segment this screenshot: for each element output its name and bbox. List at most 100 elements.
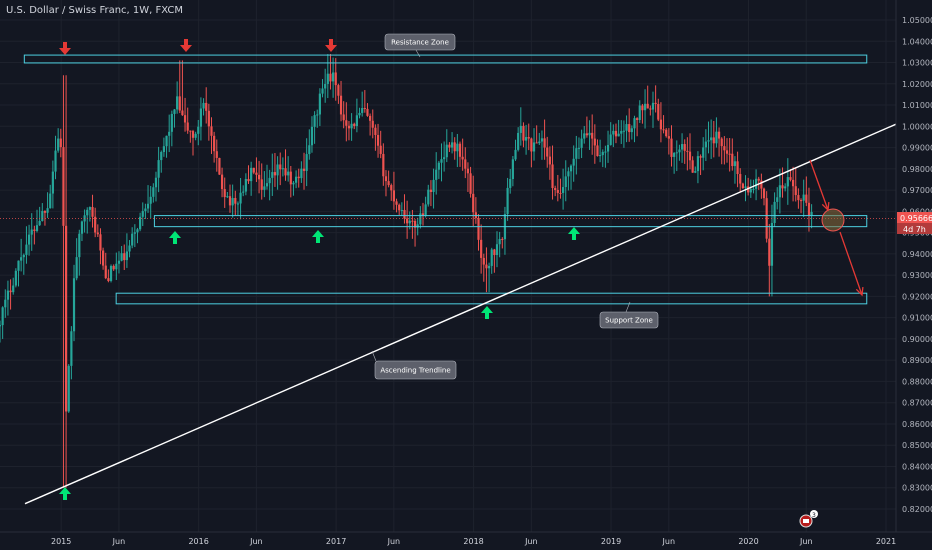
candle-body	[268, 177, 271, 184]
candle-body	[670, 138, 673, 157]
support-touch-arrow	[59, 487, 71, 500]
candle-body	[88, 207, 91, 210]
alert-icon	[803, 519, 809, 523]
candle-body	[601, 151, 604, 156]
candle-body	[802, 194, 805, 201]
candle-body	[30, 229, 33, 235]
time-axis[interactable]: 2015 Jun 2016 Jun 2017 Jun 2018 Jun 2019 Jun 2020 J…	[51, 537, 896, 546]
time-tick-label: Jun	[662, 537, 676, 546]
candle-body	[728, 153, 731, 155]
price-tick-label: 0.86000	[902, 420, 932, 429]
candle-body	[133, 232, 136, 234]
candle-body	[57, 138, 60, 151]
candle-body	[125, 251, 128, 261]
candle-body	[617, 133, 620, 137]
candle-body	[197, 126, 200, 134]
resistance-touch-arrow	[59, 42, 71, 55]
candle-body	[786, 177, 789, 187]
candle-body	[80, 221, 84, 234]
time-tick-label: 2017	[326, 537, 346, 546]
candle-body	[760, 180, 763, 189]
candle-body	[559, 192, 562, 194]
candle-body	[271, 172, 274, 178]
projection-arrow-2	[839, 231, 863, 296]
candle-body	[651, 102, 655, 110]
candle-body	[659, 119, 663, 130]
candle-body	[157, 160, 160, 178]
candle-body	[588, 132, 591, 136]
candle-body	[112, 265, 115, 270]
candle-body	[517, 132, 520, 150]
candle-body	[152, 187, 155, 197]
candle-body	[67, 365, 70, 412]
candle-body	[450, 142, 454, 148]
candle-body	[707, 140, 710, 142]
candle-body	[202, 102, 205, 109]
time-tick-label: 2021	[876, 537, 896, 546]
chart-title: U.S. Dollar / Swiss Franc, 1W, FXCM	[6, 5, 183, 16]
candle-body	[292, 182, 295, 185]
candle-body	[472, 193, 475, 213]
price-tick-label: 0.84000	[902, 462, 932, 471]
resistance-touch-arrow	[180, 39, 192, 52]
candle-body	[733, 161, 737, 167]
candle-body	[506, 187, 509, 215]
candle-body	[585, 133, 588, 136]
candle-body	[535, 142, 538, 144]
candle-body	[636, 118, 639, 120]
support-zone	[115, 292, 868, 305]
candle-body	[495, 244, 499, 256]
candle-body	[567, 171, 570, 177]
candle-body	[810, 211, 813, 216]
candle-body	[466, 168, 470, 174]
candle-body	[501, 238, 504, 240]
candle-body	[667, 136, 670, 139]
ascending-trendline	[24, 123, 897, 505]
candle-body	[643, 103, 647, 111]
candle-body	[379, 145, 382, 154]
candle-body	[413, 220, 417, 228]
candle-body	[665, 129, 668, 137]
candle-body	[532, 142, 536, 152]
candle-body	[239, 192, 242, 204]
candle-body	[104, 265, 107, 279]
candle-body	[160, 152, 163, 161]
candle-body	[427, 189, 430, 205]
candle-body	[474, 212, 477, 218]
candle-body	[710, 137, 713, 141]
candle-body	[194, 133, 197, 138]
candle-body	[752, 188, 755, 190]
candle-body	[551, 164, 554, 189]
candle-body	[324, 84, 327, 89]
candle-body	[794, 186, 797, 196]
candle-body	[72, 278, 76, 332]
candle-body	[445, 144, 448, 158]
candle-body	[538, 141, 541, 144]
candle-body	[406, 218, 409, 224]
candle-body	[35, 225, 39, 231]
candle-body	[14, 270, 17, 286]
candle-body	[424, 204, 427, 216]
candle-body	[223, 189, 226, 198]
candle-body	[247, 178, 250, 182]
candle-body	[297, 176, 300, 179]
candle-body	[170, 113, 173, 132]
candle-body	[485, 264, 488, 269]
candle-body	[527, 137, 530, 139]
price-tick-label: 0.82000	[902, 505, 932, 514]
price-tick-label: 1.00000	[902, 122, 932, 131]
candle-body	[199, 108, 203, 127]
candle-body	[332, 72, 335, 82]
candle-body	[572, 158, 575, 166]
price-tick-label: 0.92000	[902, 292, 932, 301]
alerts-badge[interactable]: 3	[799, 510, 818, 528]
candle-body	[807, 202, 811, 216]
candle-body	[604, 151, 607, 153]
candle-body	[448, 144, 451, 148]
support-touch-arrow	[169, 231, 181, 244]
price-tick-label: 0.87000	[902, 399, 932, 408]
candle-body	[120, 253, 123, 261]
price-tick-label: 0.91000	[902, 314, 932, 323]
time-tick-label: 2016	[188, 537, 208, 546]
